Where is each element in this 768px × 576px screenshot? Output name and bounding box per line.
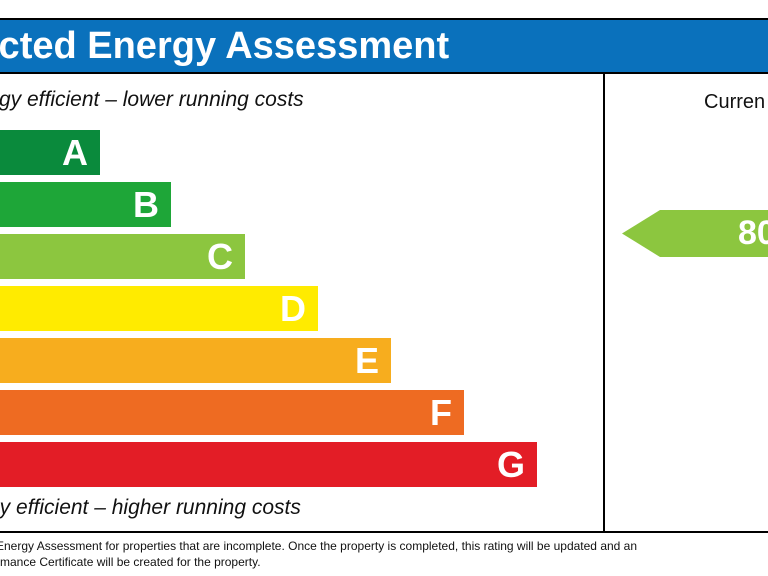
- rating-frame: [0, 74, 768, 533]
- current-column-header: Curren: [704, 91, 766, 113]
- footnote-line-1: Energy Assessment for properties that ar…: [0, 539, 638, 553]
- header-bar: icted Energy Assessment: [0, 18, 768, 74]
- band-letter: B: [133, 184, 159, 225]
- band-d: D: [0, 286, 318, 331]
- band-e: E: [0, 338, 391, 383]
- band-letter: F: [430, 392, 452, 433]
- band-f: F: [0, 390, 464, 435]
- band-c: C: [0, 234, 245, 279]
- current-rating-value: 80: [738, 214, 768, 252]
- column-divider: [603, 74, 605, 533]
- band-letter: E: [354, 340, 379, 381]
- band-letter: A: [62, 132, 88, 173]
- band-b: B: [0, 182, 171, 227]
- page-title: icted Energy Assessment: [0, 25, 450, 67]
- band-letter: C: [207, 236, 233, 277]
- band-g: G: [0, 442, 537, 487]
- footnote-line-2: rmance Certificate will be created for t…: [0, 555, 261, 569]
- band-a: A: [0, 130, 100, 175]
- band-letter: G: [496, 444, 525, 485]
- band-letter: D: [280, 288, 306, 329]
- top-caption: rgy efficient – lower running costs: [0, 88, 304, 111]
- bottom-caption: gy efficient – higher running costs: [0, 496, 301, 519]
